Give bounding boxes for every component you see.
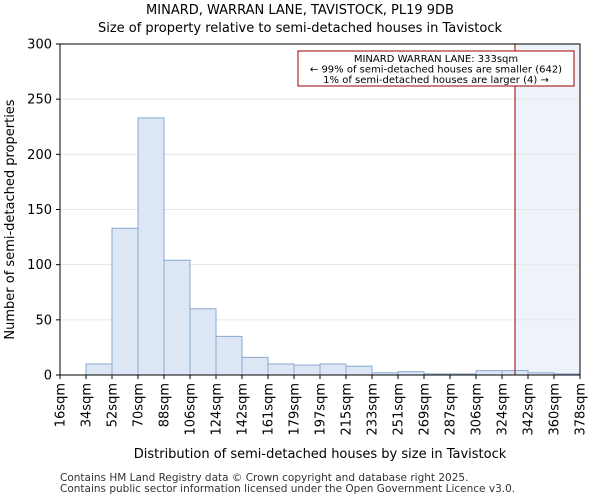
chart-subtitle: Size of property relative to semi-detach… [97, 21, 503, 36]
x-tick-label: 106sqm [184, 383, 199, 436]
histogram-bar [267, 363, 295, 376]
x-tick-label: 34sqm [80, 383, 95, 427]
x-tick-label: 124sqm [210, 383, 225, 436]
y-tick-label: 50 [35, 313, 52, 328]
histogram-bar [111, 227, 139, 376]
footer-line-1: Contains HM Land Registry data © Crown c… [60, 472, 469, 484]
histogram-bar [475, 370, 503, 376]
x-tick-label: 324sqm [496, 383, 511, 436]
x-axis-label: Distribution of semi-detached houses by … [134, 447, 507, 462]
annotation-box [297, 50, 575, 87]
y-tick-label: 300 [27, 38, 52, 53]
histogram-bar [319, 363, 347, 376]
bar-series [85, 117, 581, 376]
chart-title-block: MINARD, WARRAN LANE, TAVISTOCK, PL19 9DB… [0, 2, 600, 38]
annotation-line-1: MINARD WARRAN LANE: 333sqm [354, 54, 518, 65]
chart-title: MINARD, WARRAN LANE, TAVISTOCK, PL19 9DB [146, 3, 454, 18]
y-tick-label: 200 [27, 148, 52, 163]
x-tick-label: 70sqm [132, 383, 147, 427]
y-tick-label: 250 [27, 93, 52, 108]
annotation-line-3: 1% of semi-detached houses are larger (4… [323, 75, 549, 86]
x-tick-label: 179sqm [288, 383, 303, 436]
x-tick-label: 378sqm [574, 383, 589, 436]
x-tick-label: 287sqm [444, 383, 459, 436]
histogram-bar [241, 356, 269, 376]
y-tick-label: 150 [27, 203, 52, 218]
x-tick-label: 161sqm [262, 383, 277, 436]
x-axis-ticks: 16sqm 34sqm 52sqm 70sqm 88sqm 106sqm 124sqm 142… [54, 375, 589, 436]
x-tick-label: 306sqm [470, 383, 485, 436]
annotation-line-2: ← 99% of semi-detached houses are smalle… [310, 65, 562, 76]
y-tick-label: 100 [27, 258, 52, 273]
x-tick-label: 233sqm [366, 383, 381, 436]
x-tick-label: 360sqm [548, 383, 563, 436]
x-tick-label: 142sqm [236, 383, 251, 436]
attribution-footer: Contains HM Land Registry data © Crown c… [60, 473, 515, 495]
histogram-chart: 0 50 100 150 200 250 300 16sqm 34sqm 52sqm 70sqm 8… [3, 38, 589, 463]
x-tick-label: 269sqm [418, 383, 433, 436]
x-tick-label: 251sqm [392, 383, 407, 436]
x-tick-label: 342sqm [522, 383, 537, 436]
x-tick-label: 197sqm [314, 383, 329, 436]
y-axis-label: Number of semi-detached properties [3, 99, 18, 339]
footer-line-2: Contains public sector information licen… [60, 483, 516, 495]
x-tick-label: 16sqm [54, 383, 69, 427]
histogram-bar [215, 335, 243, 376]
histogram-bar [293, 364, 321, 376]
x-tick-label: 52sqm [106, 383, 121, 427]
histogram-bar [189, 308, 217, 376]
x-tick-label: 215sqm [340, 383, 355, 436]
x-tick-label: 88sqm [158, 383, 173, 427]
histogram-bar [345, 365, 373, 376]
histogram-bar [163, 259, 191, 376]
property-annotation: MINARD WARRAN LANE: 333sqm ← 99% of semi… [297, 50, 575, 87]
histogram-bar [85, 363, 113, 376]
y-tick-label: 0 [44, 369, 52, 384]
histogram-bar [137, 117, 165, 376]
y-axis-ticks: 0 50 100 150 200 250 300 [27, 38, 60, 384]
